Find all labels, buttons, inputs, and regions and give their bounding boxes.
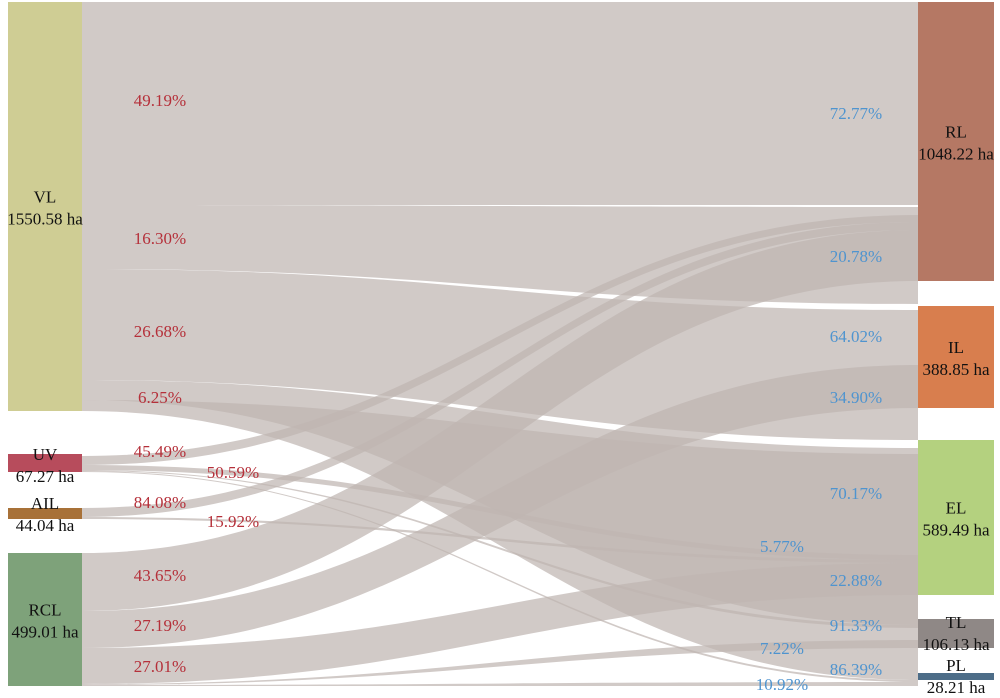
node-vl <box>8 2 82 411</box>
source-pct-vl-tl: 6.25% <box>138 388 182 407</box>
node-rcl <box>8 553 82 686</box>
node-pl <box>918 673 994 680</box>
target-pct-uv-el: 5.77% <box>760 537 804 556</box>
node-pl-value: 28.21 ha <box>927 678 986 697</box>
node-rl-value: 1048.22 ha <box>918 145 994 164</box>
target-pct-vl-tl: 91.33% <box>830 616 882 635</box>
flow-rcl-to-tl <box>82 640 918 685</box>
node-uv-value: 67.27 ha <box>16 467 75 486</box>
source-pct-rcl-rl: 43.65% <box>134 566 186 585</box>
node-el-value: 589.49 ha <box>922 521 990 540</box>
flow-vl-to-rl <box>82 2 918 205</box>
target-pct-rcl-rl: 20.78% <box>830 247 882 266</box>
flow-uv-to-rl <box>82 215 918 465</box>
source-pct-uv-rl: 45.49% <box>134 442 186 461</box>
node-uv <box>8 454 82 472</box>
flow-rcl-to-il <box>82 365 918 648</box>
node-rl <box>918 2 994 281</box>
source-pct-ail-el: 15.92% <box>207 512 259 531</box>
flow-rcl-to-el <box>82 563 918 684</box>
source-pct-vl-il: 16.30% <box>134 229 186 248</box>
node-ail-name: AIL <box>31 494 59 513</box>
node-layer <box>8 2 994 686</box>
flow-ail-to-rl <box>82 222 918 517</box>
target-pct-vl-el: 70.17% <box>830 484 882 503</box>
node-el-name: EL <box>946 499 967 518</box>
flow-rcl-to-rl <box>82 230 918 611</box>
node-rcl-name: RCL <box>28 601 61 620</box>
flow-layer <box>82 2 918 686</box>
node-vl-value: 1550.58 ha <box>7 210 83 229</box>
source-pct-vl-el: 26.68% <box>134 322 186 341</box>
node-rcl-value: 499.01 ha <box>11 623 79 642</box>
source-pct-ail-rl: 84.08% <box>134 493 186 512</box>
source-pct-rcl-il: 27.19% <box>134 616 186 635</box>
source-pct-vl-rl: 49.19% <box>134 91 186 110</box>
node-il-name: IL <box>948 338 964 357</box>
flow-uv-to-tl <box>82 470 918 628</box>
node-il-value: 388.85 ha <box>922 360 990 379</box>
target-pct-rcl-el: 22.88% <box>830 571 882 590</box>
target-pct-rcl-il: 34.90% <box>830 388 882 407</box>
node-el <box>918 440 994 595</box>
node-rl-name: RL <box>945 123 967 142</box>
node-tl-name: TL <box>946 613 967 632</box>
target-pct-rcl-tl: 7.22% <box>760 639 804 658</box>
flow-rcl-to-pl <box>82 682 918 686</box>
label-layer: VL 1550.58 ha UV 67.27 ha AIL 44.04 ha RCL 499.… <box>7 91 994 697</box>
node-uv-name: UV <box>33 445 58 464</box>
node-vl-name: VL <box>34 188 57 207</box>
source-pct-uv-el: 50.59% <box>207 463 259 482</box>
source-pct-rcl-el: 27.01% <box>134 657 186 676</box>
node-tl <box>918 619 994 648</box>
node-il <box>918 306 994 408</box>
node-tl-value: 106.13 ha <box>922 635 990 654</box>
node-ail <box>8 508 82 519</box>
flow-uv-to-pl <box>82 471 918 682</box>
node-ail-value: 44.04 ha <box>16 516 75 535</box>
target-pct-vl-pl: 86.39% <box>830 660 882 679</box>
target-pct-vl-rl: 72.77% <box>830 104 882 123</box>
node-pl-name: PL <box>946 656 966 675</box>
target-pct-rcl-pl: 10.92% <box>756 675 808 694</box>
target-pct-vl-il: 64.02% <box>830 327 882 346</box>
flow-ail-to-el <box>82 517 918 563</box>
